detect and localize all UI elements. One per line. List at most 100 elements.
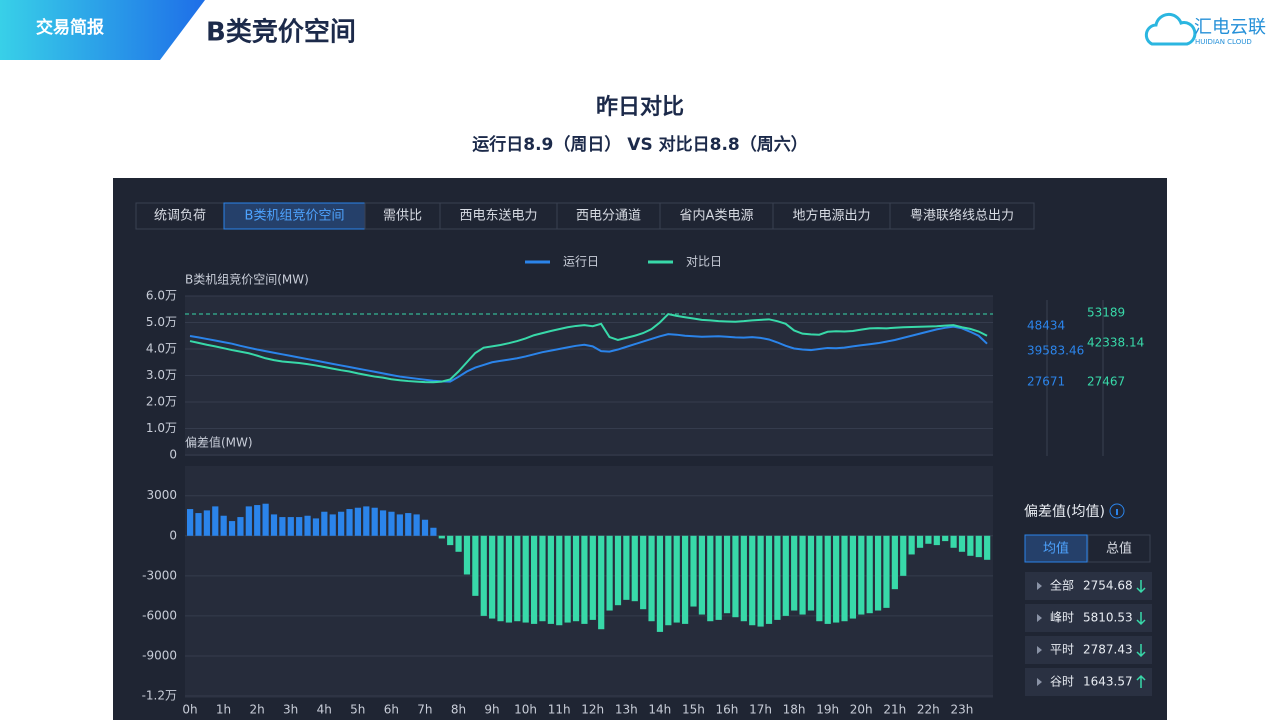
mode-tab[interactable] xyxy=(1087,534,1151,563)
bar xyxy=(421,519,429,536)
x-tick-label: 3h xyxy=(283,703,298,717)
tab-label: 西电分通道 xyxy=(576,209,641,224)
mode-tab[interactable] xyxy=(1024,534,1088,563)
bar xyxy=(824,535,831,624)
row-value: 5810.53 xyxy=(1083,611,1133,625)
y-tick-label: 6.0万 xyxy=(146,289,177,303)
bar xyxy=(690,535,697,607)
bar xyxy=(547,535,554,624)
bar xyxy=(363,506,370,536)
row-value: 2754.68 xyxy=(1083,579,1133,593)
y-axis-title: B类机组竞价空间(MW) xyxy=(185,273,309,287)
stat-value: 48434 xyxy=(1027,319,1065,333)
bar xyxy=(715,535,722,620)
tab-label: B类机组竞价空间 xyxy=(245,208,345,224)
x-tick-label: 15h xyxy=(682,703,705,717)
bar xyxy=(447,535,454,546)
bar xyxy=(648,535,655,622)
bar xyxy=(933,535,940,546)
bar xyxy=(220,515,227,536)
bar xyxy=(396,514,403,536)
tab[interactable] xyxy=(135,202,225,230)
bar xyxy=(866,535,873,614)
x-tick-label: 18h xyxy=(783,703,806,717)
header-badge xyxy=(0,0,205,60)
x-tick-label: 2h xyxy=(249,703,264,717)
bar xyxy=(245,506,252,536)
bar xyxy=(799,535,806,615)
stat-value: 39583.46 xyxy=(1027,344,1084,358)
expand-arrow xyxy=(1037,614,1042,622)
bar xyxy=(782,535,789,616)
bar xyxy=(732,535,739,618)
header-section: 交易简报 xyxy=(36,17,104,38)
x-tick-label: 20h xyxy=(850,703,873,717)
bar xyxy=(984,535,991,560)
bar xyxy=(472,535,479,596)
x-tick-label: 21h xyxy=(883,703,906,717)
bar xyxy=(682,535,689,624)
tab-label: 统调负荷 xyxy=(154,209,206,224)
bar xyxy=(329,514,336,536)
y-tick-label: 2.0万 xyxy=(146,395,177,409)
bar xyxy=(539,535,546,622)
bar xyxy=(254,505,261,536)
x-tick-label: 17h xyxy=(749,703,772,717)
tab-label: 省内A类电源 xyxy=(680,208,754,224)
tab[interactable] xyxy=(889,202,1035,230)
x-tick-label: 0h xyxy=(182,703,197,717)
bar xyxy=(296,517,303,536)
bar xyxy=(665,535,672,626)
tab-label: 地方电源出力 xyxy=(792,208,870,224)
bar xyxy=(304,515,311,536)
tab[interactable] xyxy=(772,202,891,230)
tab[interactable] xyxy=(364,202,441,230)
bar xyxy=(195,513,202,536)
bar xyxy=(623,535,630,600)
row-label: 峰时 xyxy=(1050,611,1074,625)
stat-row[interactable] xyxy=(1025,604,1152,632)
bar xyxy=(430,527,437,536)
bar xyxy=(321,511,328,536)
bar xyxy=(723,535,731,614)
stat-row[interactable] xyxy=(1025,572,1152,600)
heading-subtitle: 运行日8.9（周日） VS 对比日8.8（周六） xyxy=(472,134,807,155)
bar xyxy=(900,535,907,576)
expand-arrow xyxy=(1037,646,1042,654)
x-tick-label: 5h xyxy=(350,703,365,717)
bar xyxy=(698,535,705,615)
x-tick-label: 14h xyxy=(648,703,671,717)
stat-row[interactable] xyxy=(1025,636,1152,664)
x-tick-label: 16h xyxy=(716,703,739,717)
info-icon[interactable] xyxy=(1109,503,1125,519)
bar xyxy=(975,535,982,558)
tab-label: 需供比 xyxy=(383,209,422,224)
line-series xyxy=(189,325,988,383)
stat-row[interactable] xyxy=(1025,668,1152,696)
y-tick-label: 4.0万 xyxy=(146,342,177,356)
x-tick-label: 12h xyxy=(581,703,604,717)
trend-arrow xyxy=(1136,674,1146,688)
bar xyxy=(765,535,773,624)
x-tick-label: 13h xyxy=(615,703,638,717)
legend-label: 运行日 xyxy=(563,255,599,269)
panel-title: 偏差值(均值) xyxy=(1024,504,1105,520)
bar xyxy=(589,535,596,620)
row-label: 全部 xyxy=(1050,578,1074,593)
x-tick-label: 9h xyxy=(484,703,499,717)
x-tick-label: 6h xyxy=(384,703,399,717)
bar xyxy=(874,535,882,611)
bar xyxy=(606,535,613,611)
bar xyxy=(203,510,210,536)
tab-label: 西电东送电力 xyxy=(459,209,537,224)
tab[interactable] xyxy=(223,202,366,230)
row-label: 谷时 xyxy=(1050,675,1074,689)
tab[interactable] xyxy=(659,202,774,230)
bar xyxy=(287,517,294,536)
bar xyxy=(556,535,563,626)
tab[interactable] xyxy=(556,202,661,230)
bar xyxy=(371,507,378,536)
bar xyxy=(497,535,504,622)
bar xyxy=(908,535,915,555)
